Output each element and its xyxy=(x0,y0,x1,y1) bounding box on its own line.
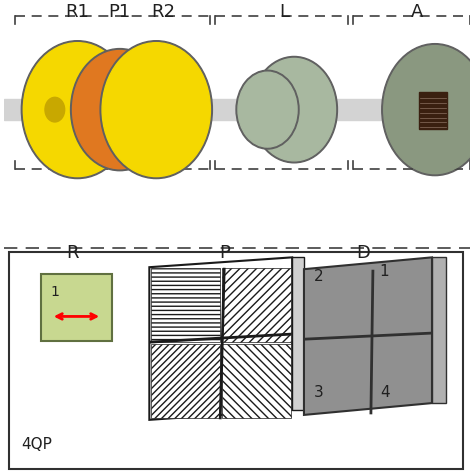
Bar xyxy=(151,268,220,342)
Polygon shape xyxy=(292,257,304,410)
Text: A: A xyxy=(411,3,423,21)
Text: L: L xyxy=(279,3,289,21)
Bar xyxy=(4,99,470,120)
Text: 1: 1 xyxy=(380,264,390,279)
Ellipse shape xyxy=(100,41,212,179)
Ellipse shape xyxy=(384,46,474,173)
Text: D: D xyxy=(356,244,370,262)
Polygon shape xyxy=(149,257,292,420)
Ellipse shape xyxy=(102,43,210,177)
Text: R: R xyxy=(66,244,79,262)
Bar xyxy=(41,274,112,341)
Ellipse shape xyxy=(71,48,169,171)
Text: 4: 4 xyxy=(380,385,390,400)
Ellipse shape xyxy=(23,43,132,177)
Bar xyxy=(222,344,291,418)
Text: 3: 3 xyxy=(314,385,324,400)
Text: 2: 2 xyxy=(314,269,323,284)
Text: R2: R2 xyxy=(151,3,175,21)
Polygon shape xyxy=(432,257,446,403)
Ellipse shape xyxy=(73,51,167,169)
Ellipse shape xyxy=(236,70,299,149)
Text: 4QP: 4QP xyxy=(21,438,52,452)
Ellipse shape xyxy=(238,72,297,147)
Ellipse shape xyxy=(253,58,336,161)
Ellipse shape xyxy=(251,56,337,163)
Bar xyxy=(151,344,220,418)
Ellipse shape xyxy=(382,44,474,175)
Bar xyxy=(4,7,470,247)
Polygon shape xyxy=(304,257,432,415)
Ellipse shape xyxy=(45,97,64,122)
Text: 1: 1 xyxy=(51,285,60,299)
Text: P1: P1 xyxy=(109,3,131,21)
Bar xyxy=(222,268,291,342)
Bar xyxy=(9,253,464,469)
Ellipse shape xyxy=(21,41,134,179)
Text: R1: R1 xyxy=(65,3,90,21)
Text: P: P xyxy=(220,244,231,262)
Bar xyxy=(419,92,447,129)
